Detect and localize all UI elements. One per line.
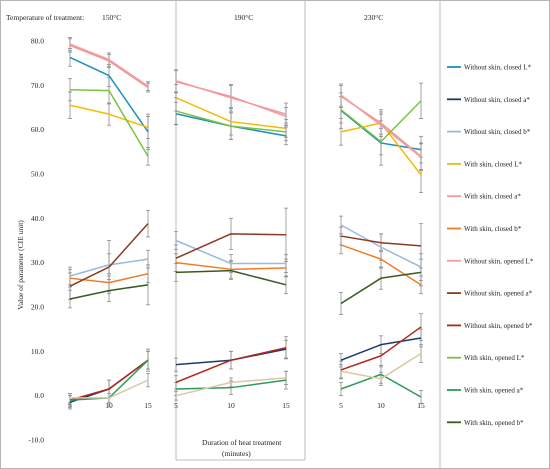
x-tick-label: 5 (174, 401, 178, 410)
x-axis-title-line2: (minutes) (222, 449, 251, 458)
series-line (175, 347, 287, 384)
legend-label: With skin, opened b* (464, 419, 524, 427)
legend-label: With skin, opened L* (464, 354, 525, 362)
x-tick-label: 5 (339, 401, 343, 410)
y-tick-label: 80.0 (31, 37, 44, 46)
legend-label: Without skin, closed b* (464, 128, 531, 136)
series-line (340, 235, 422, 247)
series-line (175, 239, 286, 265)
legend: Without skin, closed L* Without skin, clo… (447, 64, 534, 427)
legend-label: With skin, closed b* (464, 225, 522, 233)
y-tick-label: 30.0 (31, 258, 44, 267)
panel-title-230: 230°C (364, 13, 383, 22)
legend-label: Without skin, closed a* (464, 96, 530, 104)
series-line (175, 81, 287, 118)
legend-label: Without skin, opened L* (464, 257, 534, 265)
legend-label: With skin, opened a* (464, 387, 524, 395)
series-line (175, 379, 287, 390)
x-tick-label: 15 (417, 401, 425, 410)
series-line (69, 44, 149, 89)
y-tick-label: 40.0 (31, 214, 44, 223)
series-line (340, 373, 422, 398)
y-tick-label: -10.0 (28, 436, 44, 445)
y-tick-label: 0.0 (35, 391, 45, 400)
x-tick-label: 10 (377, 401, 385, 410)
series-line (340, 352, 422, 380)
series-line (340, 337, 422, 361)
legend-label: With skin, closed L* (464, 160, 523, 168)
x-axis-title-line1: Duration of heat treatment (202, 438, 282, 447)
y-tick-label: 20.0 (31, 303, 44, 312)
series-line (340, 326, 422, 371)
legend-label: Without skin, closed L* (464, 64, 531, 72)
x-tick-label: 10 (227, 401, 235, 410)
y-tick-label: 10.0 (31, 347, 44, 356)
y-tick-label: 50.0 (31, 170, 44, 179)
x-ticks: 510155101551015 (68, 401, 425, 410)
temperature-label: Temperature of treatment: (6, 13, 84, 22)
series-line (175, 233, 287, 259)
plot-area (68, 37, 423, 410)
series-line (175, 261, 287, 271)
series-line (175, 269, 287, 286)
series-line (69, 43, 149, 87)
series-line (69, 258, 149, 277)
series-line (69, 104, 149, 129)
series-line (69, 89, 149, 157)
y-tick-label: 70.0 (31, 81, 44, 90)
series-line (69, 223, 149, 287)
series-line (69, 284, 149, 300)
series-line (340, 100, 422, 143)
series-line (340, 224, 422, 268)
series-line (69, 359, 149, 401)
series-line (175, 97, 287, 130)
y-tick-label: 60.0 (31, 125, 44, 134)
series-line (340, 94, 422, 158)
legend-label: With skin, closed a* (464, 193, 521, 201)
series-line (340, 271, 422, 305)
legend-label: Without skin, opened b* (464, 322, 533, 330)
series-line (175, 377, 287, 397)
series-line (340, 244, 422, 286)
series-line (69, 56, 149, 133)
series-line (175, 110, 287, 133)
y-ticks: 80.0 70.0 60.0 50.0 40.0 30.0 20.0 10.0 0.0 -10.0 (28, 37, 44, 445)
y-axis-title: Value of parameter (CIE unit) (16, 220, 25, 310)
x-tick-label: 15 (282, 401, 290, 410)
panel-title-150: 150°C (102, 13, 121, 22)
x-tick-label: 15 (144, 401, 152, 410)
series-line (70, 379, 149, 399)
panel-title-190: 190°C (234, 13, 253, 22)
legend-label: Without skin, opened a* (464, 290, 533, 298)
